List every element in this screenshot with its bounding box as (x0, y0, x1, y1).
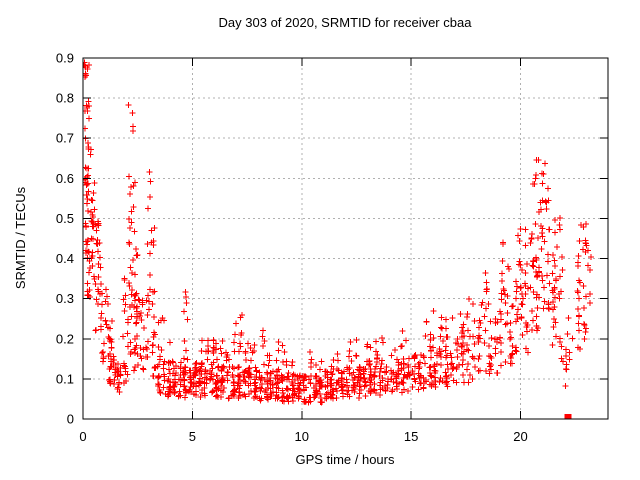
flagged-square-point (564, 413, 572, 419)
x-tick-label: 5 (189, 429, 196, 444)
y-tick-label: 0.3 (56, 291, 74, 306)
y-tick-label: 0.5 (56, 211, 74, 226)
axes-layer: 0 5 10 15 20 0 0.1 0.2 0.3 0.4 0.5 0.6 0.7 0.8 0.9 (56, 51, 609, 444)
scatter-points (83, 59, 594, 406)
y-tick-label: 0 (67, 412, 74, 427)
y-tick-label: 0.1 (56, 371, 74, 386)
x-tick-label: 15 (404, 429, 418, 444)
x-tick-label: 10 (295, 429, 309, 444)
y-tick-label: 0.4 (56, 251, 74, 266)
x-tick-label: 20 (513, 429, 527, 444)
chart-title: Day 303 of 2020, SRMTID for receiver cba… (219, 15, 473, 30)
y-tick-label: 0.7 (56, 131, 74, 146)
y-tick-label: 0.6 (56, 171, 74, 186)
y-tick-label: 0.8 (56, 91, 74, 106)
y-tick-label: 0.2 (56, 331, 74, 346)
y-tick-label: 0.9 (56, 51, 74, 66)
plot-border (82, 57, 609, 420)
x-axis-label: GPS time / hours (296, 452, 395, 467)
data-points-layer (83, 59, 594, 419)
x-tick-label: 0 (79, 429, 86, 444)
grid-lines (83, 58, 608, 419)
y-axis-label: SRMTID / TECUs (13, 186, 28, 289)
